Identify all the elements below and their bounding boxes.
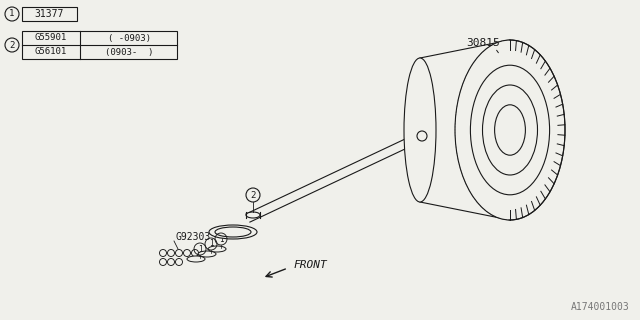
Text: 1: 1 [198, 244, 202, 253]
Text: A174001003: A174001003 [572, 302, 630, 312]
Text: 1: 1 [209, 239, 213, 249]
Ellipse shape [483, 85, 538, 175]
Ellipse shape [198, 251, 216, 257]
Ellipse shape [208, 246, 226, 252]
Ellipse shape [455, 40, 565, 220]
Text: G92303: G92303 [175, 232, 211, 242]
Text: 31377: 31377 [35, 9, 64, 19]
Ellipse shape [187, 256, 205, 262]
Text: ( -0903): ( -0903) [108, 34, 150, 43]
Ellipse shape [215, 227, 251, 237]
Text: FRONT: FRONT [293, 260, 327, 270]
Ellipse shape [209, 225, 257, 239]
Ellipse shape [470, 65, 550, 195]
Text: G55901: G55901 [35, 34, 67, 43]
Ellipse shape [246, 212, 260, 218]
Ellipse shape [495, 105, 525, 155]
Polygon shape [246, 132, 424, 222]
Text: 2: 2 [10, 41, 15, 50]
Text: (0903-  ): (0903- ) [105, 47, 153, 57]
Text: 1: 1 [219, 235, 223, 244]
Bar [22, 31, 177, 59]
Text: 2: 2 [250, 190, 256, 199]
Bar [22, 7, 77, 21]
Ellipse shape [417, 131, 427, 141]
Ellipse shape [404, 58, 436, 202]
Text: 30815: 30815 [466, 38, 500, 48]
Text: G56101: G56101 [35, 47, 67, 57]
Text: 1: 1 [10, 10, 15, 19]
